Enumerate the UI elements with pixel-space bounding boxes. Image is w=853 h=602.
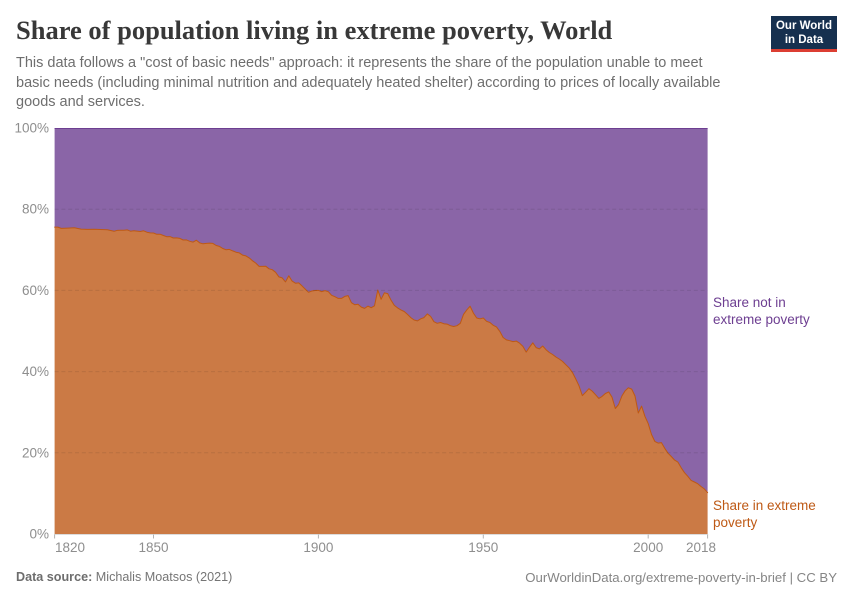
svg-text:20%: 20% — [22, 445, 49, 460]
svg-text:1900: 1900 — [303, 540, 333, 555]
svg-text:80%: 80% — [22, 202, 49, 217]
svg-text:2000: 2000 — [633, 540, 663, 555]
svg-text:poverty: poverty — [713, 515, 758, 530]
svg-text:1820: 1820 — [55, 540, 85, 555]
svg-text:Share not in: Share not in — [713, 295, 786, 310]
svg-text:Share in extreme: Share in extreme — [713, 498, 816, 513]
svg-text:60%: 60% — [22, 283, 49, 298]
svg-text:1850: 1850 — [138, 540, 168, 555]
svg-text:40%: 40% — [22, 364, 49, 379]
svg-text:2018: 2018 — [686, 540, 716, 555]
svg-text:1950: 1950 — [468, 540, 498, 555]
svg-text:100%: 100% — [14, 121, 49, 136]
svg-text:0%: 0% — [29, 527, 49, 542]
svg-text:extreme poverty: extreme poverty — [713, 312, 810, 327]
